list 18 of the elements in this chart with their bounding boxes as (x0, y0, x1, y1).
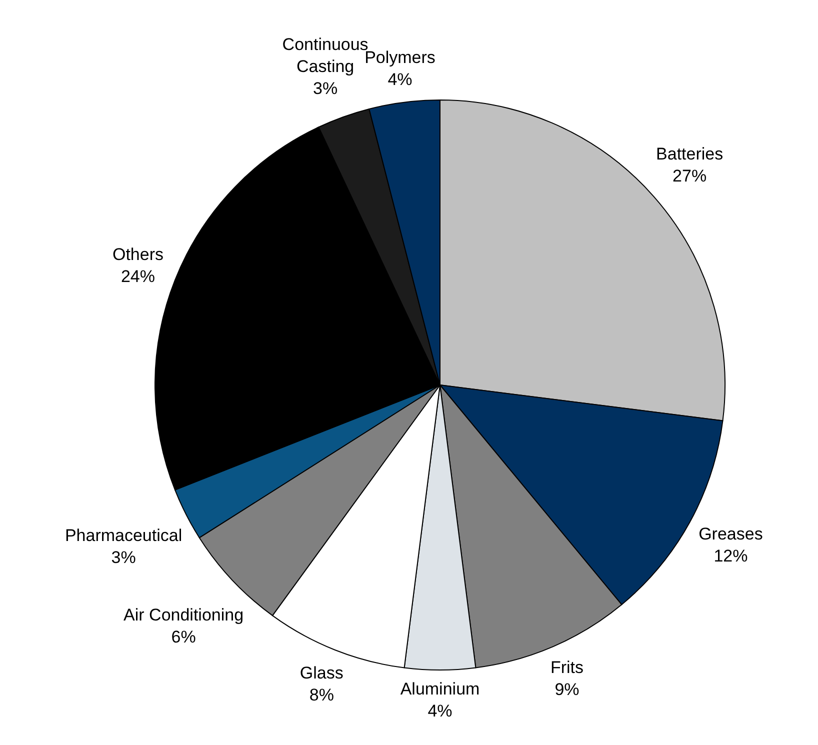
slice-label: Greases (698, 524, 763, 544)
slice-label: Pharmaceutical (64, 526, 182, 545)
slice-label: Others (112, 244, 164, 264)
data-label: 9% (554, 680, 580, 699)
slice-label: Frits (550, 658, 584, 677)
slice-label: Batteries (656, 144, 724, 164)
slice-label: Glass (300, 663, 344, 682)
data-label: 12% (714, 546, 748, 566)
slice-label: Aluminium (400, 680, 480, 698)
slice-label: Air Conditioning (124, 605, 244, 624)
data-label: 27% (672, 166, 707, 186)
data-label: 4% (388, 70, 412, 89)
data-label: 3% (313, 78, 338, 98)
data-label: 4% (428, 702, 452, 720)
data-label: 24% (120, 266, 156, 286)
data-label: 3% (111, 548, 136, 567)
data-label: 6% (171, 627, 196, 646)
data-label: 8% (309, 685, 334, 704)
